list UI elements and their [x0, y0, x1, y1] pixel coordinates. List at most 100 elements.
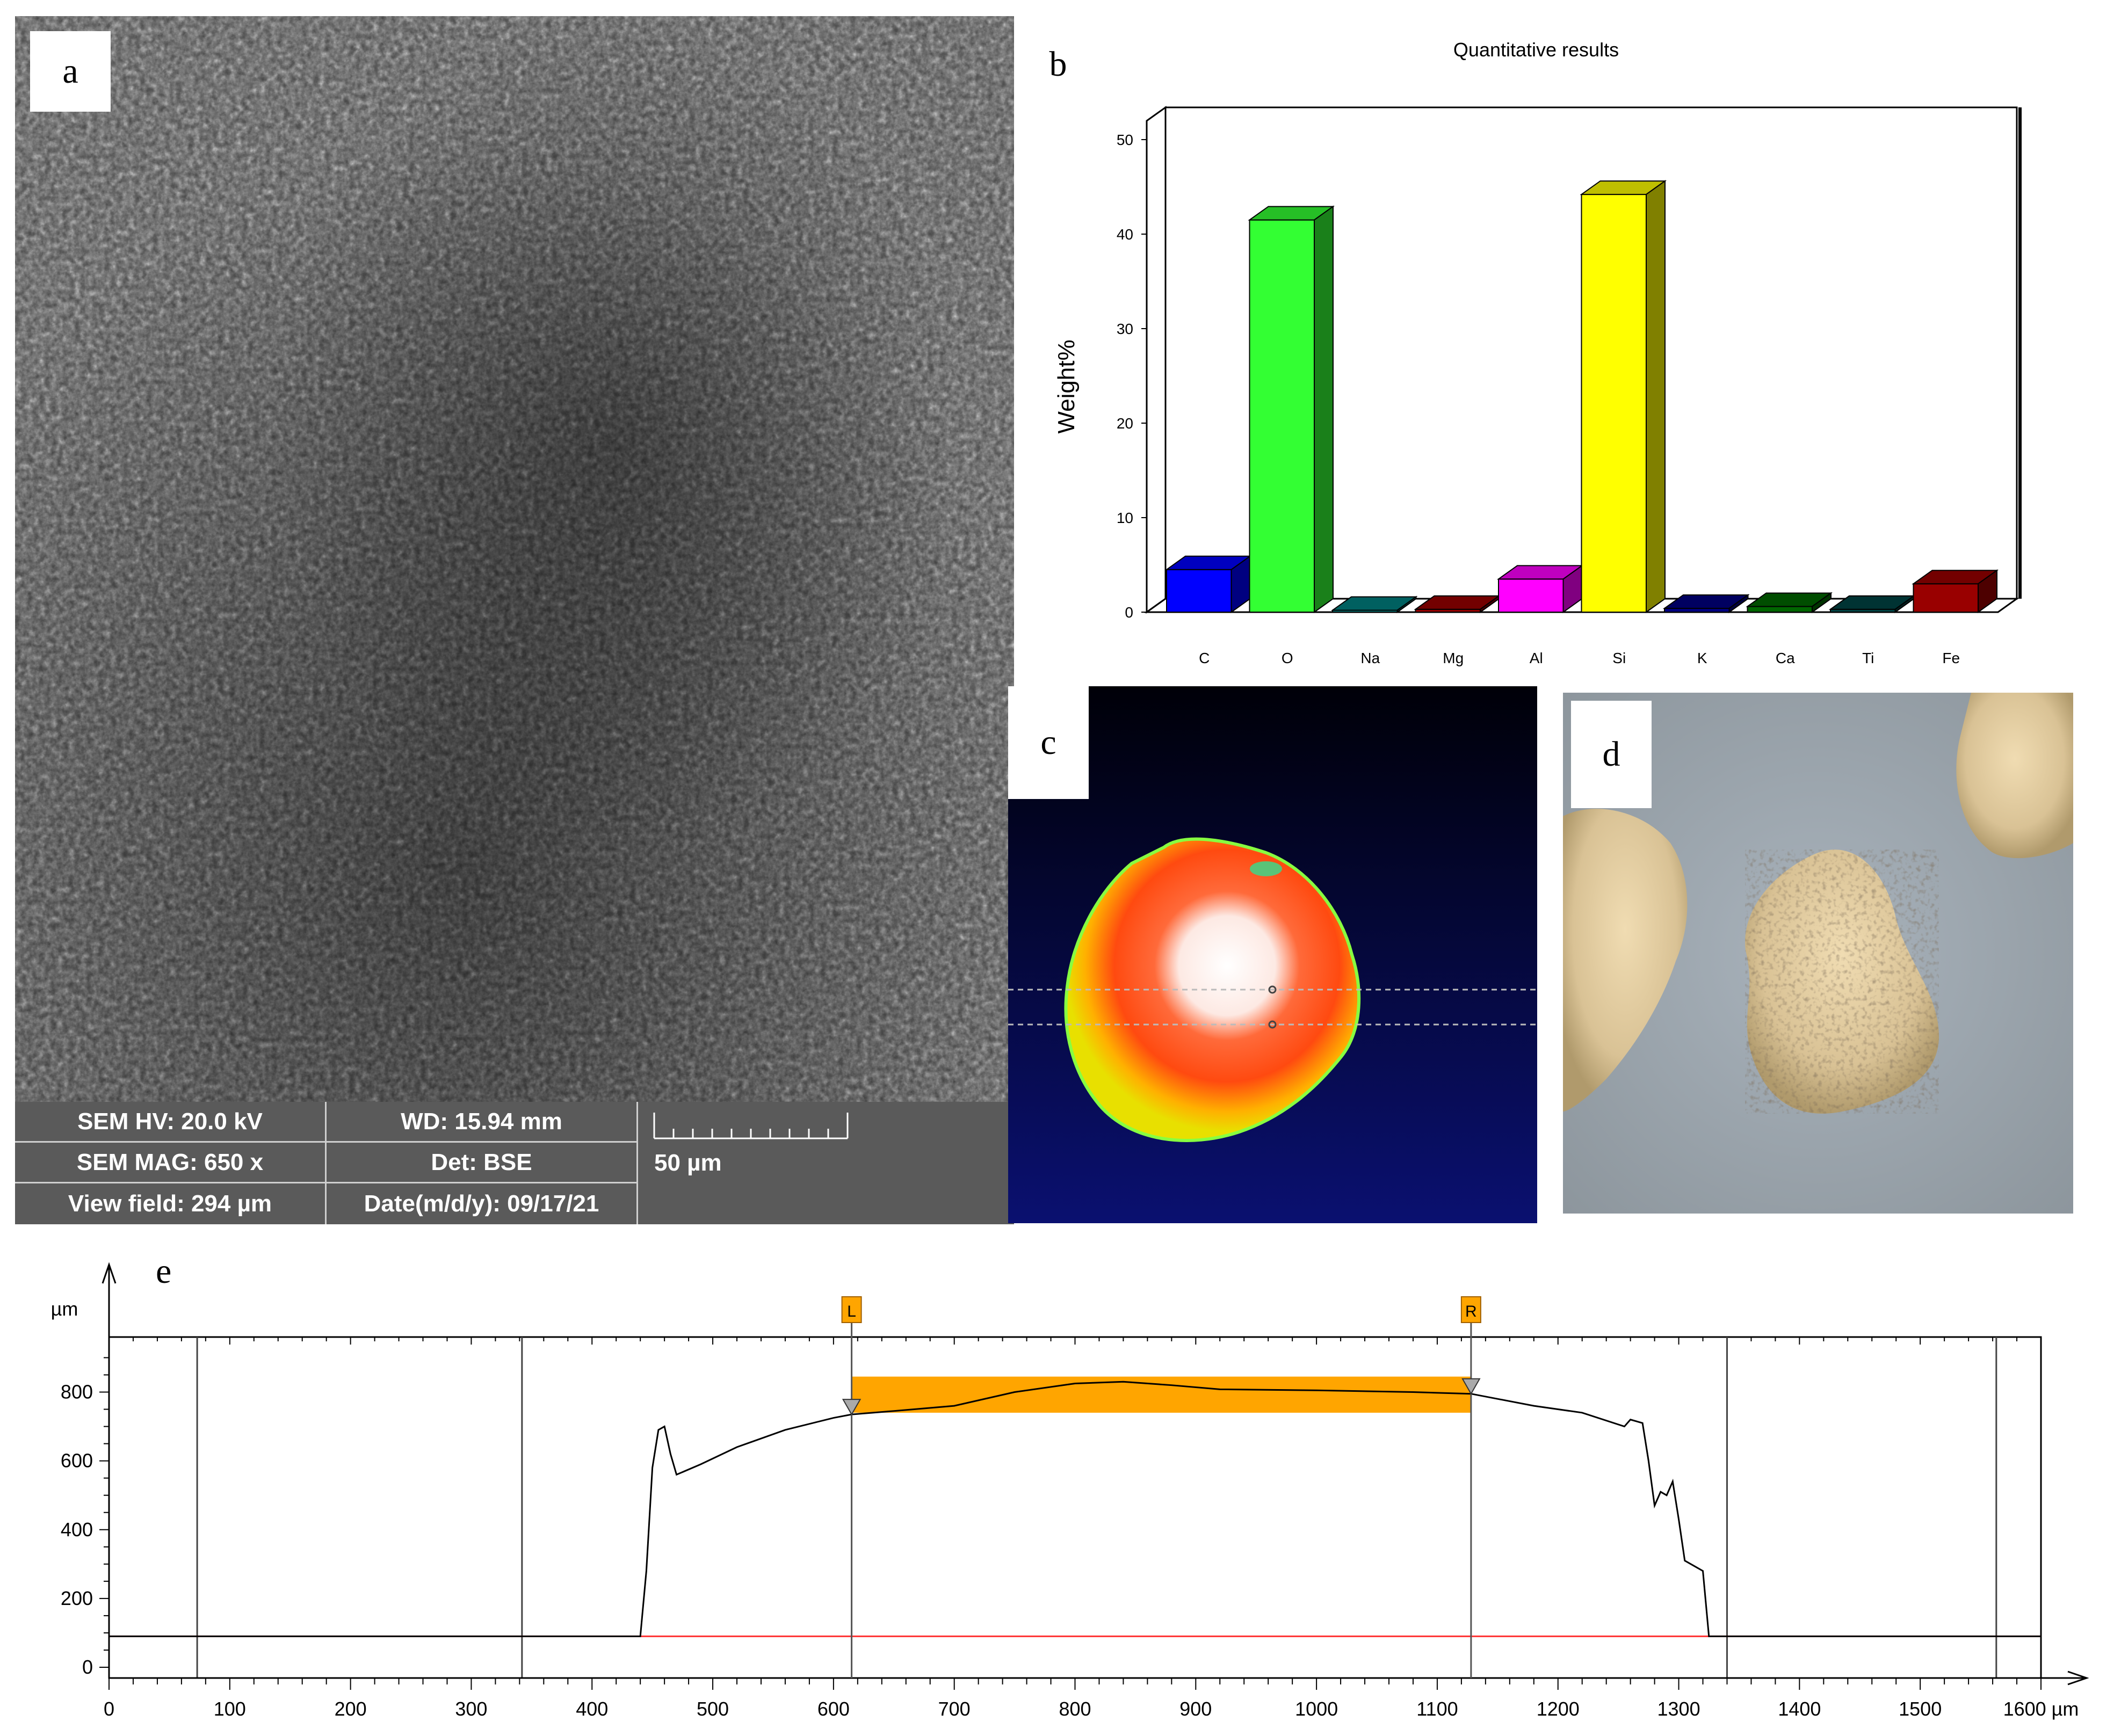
bar-side [1978, 569, 1998, 613]
chart-y-axis-label: Weight% [1053, 339, 1080, 433]
scale-bar-label: 50 µm [654, 1150, 722, 1176]
x-tick-label: Fe [1942, 650, 1960, 666]
bar-side [1728, 594, 1749, 613]
marker-triangle [842, 1399, 862, 1416]
bar-front [1581, 194, 1647, 613]
x-tick-label: 900 [1179, 1698, 1212, 1720]
x-tick-label: 800 [1059, 1698, 1091, 1720]
x-tick-label: 1000 [1295, 1698, 1338, 1720]
height-colormap [1008, 686, 1537, 1223]
height-profile-chart: 0 200 400 600 800 0 100 200 300 400 500 600 700 800 90… [51, 1262, 2089, 1720]
x-tick-label: 1600 µm [2003, 1698, 2079, 1720]
marker-label-R: R [1465, 1303, 1477, 1320]
x-axis-arrow [2067, 1670, 2089, 1686]
grain-left [1563, 809, 1688, 1112]
x-tick-label: 100 [214, 1698, 246, 1720]
x-tick-label: Na [1360, 650, 1380, 666]
sem-date: Date(m/d/y): 09/17/21 [327, 1183, 638, 1224]
bar-front [1166, 569, 1232, 613]
x-tick-label: Si [1612, 650, 1626, 666]
x-tick-label: 700 [938, 1698, 971, 1720]
y-tick-label: 0 [82, 1656, 93, 1678]
y-tick-label: 0 [1125, 604, 1133, 621]
marker-triangle [1461, 1378, 1481, 1395]
y-tick-label: 20 [1117, 415, 1133, 432]
bar-front [1913, 583, 1979, 613]
x-tick-label: C [1199, 650, 1210, 666]
y-tick-label: 200 [61, 1587, 93, 1609]
height-colormap-panel: c [1008, 686, 1537, 1223]
bar-front [1249, 219, 1315, 613]
x-tick-label: 400 [576, 1698, 608, 1720]
bar-Fe [1912, 569, 1999, 613]
bar-K [1662, 594, 1750, 613]
x-tick-label: Al [1530, 650, 1543, 666]
sem-micrograph [15, 16, 1014, 1224]
marker-box [841, 1296, 862, 1323]
panel-label-e: e [156, 1252, 172, 1291]
x-tick-label: 1100 [1416, 1698, 1458, 1720]
bar-C [1164, 555, 1252, 613]
y-tick-label: 30 [1117, 321, 1133, 337]
x-tick-label: 600 [817, 1698, 850, 1720]
y-tick-label: 800 [61, 1381, 93, 1403]
x-tick-label: K [1697, 650, 1707, 666]
x-tick-label: 300 [455, 1698, 487, 1720]
x-tick-label: Ca [1776, 650, 1795, 666]
element-bar-chart-panel: 0 10 20 30 40 50 C O Na Mg Al Si K Ca Ti Fe Quantitati… [1031, 16, 2105, 677]
scale-bar [653, 1113, 849, 1139]
element-bar-chart: 0 10 20 30 40 50 C O Na Mg Al Si K Ca Ti Fe Quantitati… [1053, 39, 2022, 666]
sem-det: Det: BSE [327, 1143, 638, 1183]
y-axis-arrow [102, 1262, 117, 1284]
sem-info-bar: SEM HV: 20.0 kV WD: 15.94 mm SEM MAG: 65… [15, 1102, 1014, 1224]
bar-front [1747, 606, 1813, 613]
sem-view-field: View field: 294 µm [15, 1183, 327, 1224]
sem-image-panel: a [15, 16, 1014, 1224]
optical-micrograph [1563, 693, 2073, 1214]
selection-band [851, 1376, 1471, 1413]
x-tick-label: Mg [1443, 650, 1464, 666]
bar-side [1812, 592, 1832, 613]
panel-label-c: c [1008, 686, 1089, 799]
chart-title: Quantitative results [1453, 39, 1619, 61]
x-tick-label: 1200 [1537, 1698, 1580, 1720]
x-tick-label: 500 [697, 1698, 729, 1720]
bar-Na [1330, 595, 1418, 613]
grain-right-top [1956, 693, 2073, 859]
x-tick-label: 1400 [1778, 1698, 1821, 1720]
bar-Al [1496, 564, 1584, 613]
y-tick-label: 50 [1117, 132, 1133, 148]
y-tick-label: 400 [61, 1519, 93, 1541]
optical-photo-panel: d [1563, 693, 2073, 1214]
marker-box [1460, 1296, 1481, 1323]
bar-side [1314, 205, 1334, 613]
panel-label-a: a [30, 31, 111, 112]
y-tick-label: 600 [61, 1450, 93, 1472]
marker-label-L: L [847, 1303, 856, 1320]
sem-hv: SEM HV: 20.0 kV [15, 1102, 327, 1143]
sem-wd: WD: 15.94 mm [327, 1102, 638, 1143]
sem-mag: SEM MAG: 650 x [15, 1143, 327, 1183]
bar-O [1248, 205, 1335, 613]
bar-side [1646, 180, 1666, 613]
chart-right-edge [2018, 107, 2022, 599]
bar-Si [1580, 180, 1667, 613]
y-tick-label: 10 [1117, 510, 1133, 526]
profile-y-unit: µm [51, 1298, 78, 1320]
panel-label-b: b [1049, 45, 1067, 84]
bar-front [1497, 578, 1564, 613]
x-tick-label: 0 [104, 1698, 114, 1720]
panel-label-d: d [1571, 701, 1652, 808]
bar-front [1663, 607, 1730, 613]
y-tick-label: 40 [1117, 226, 1133, 243]
bar-Ca [1746, 592, 1833, 613]
x-tick-label: Ti [1862, 650, 1874, 666]
x-tick-label: 1300 [1657, 1698, 1700, 1720]
bar-side [1396, 595, 1417, 613]
x-tick-label: 1500 [1899, 1698, 1942, 1720]
chart-left-wall [1146, 106, 1167, 614]
profile-line [109, 1381, 2041, 1637]
height-profile-panel: 0 200 400 600 800 0 100 200 300 400 500 600 700 800 90… [0, 1251, 2121, 1736]
x-tick-label: O [1282, 650, 1293, 666]
x-tick-label: 200 [335, 1698, 367, 1720]
